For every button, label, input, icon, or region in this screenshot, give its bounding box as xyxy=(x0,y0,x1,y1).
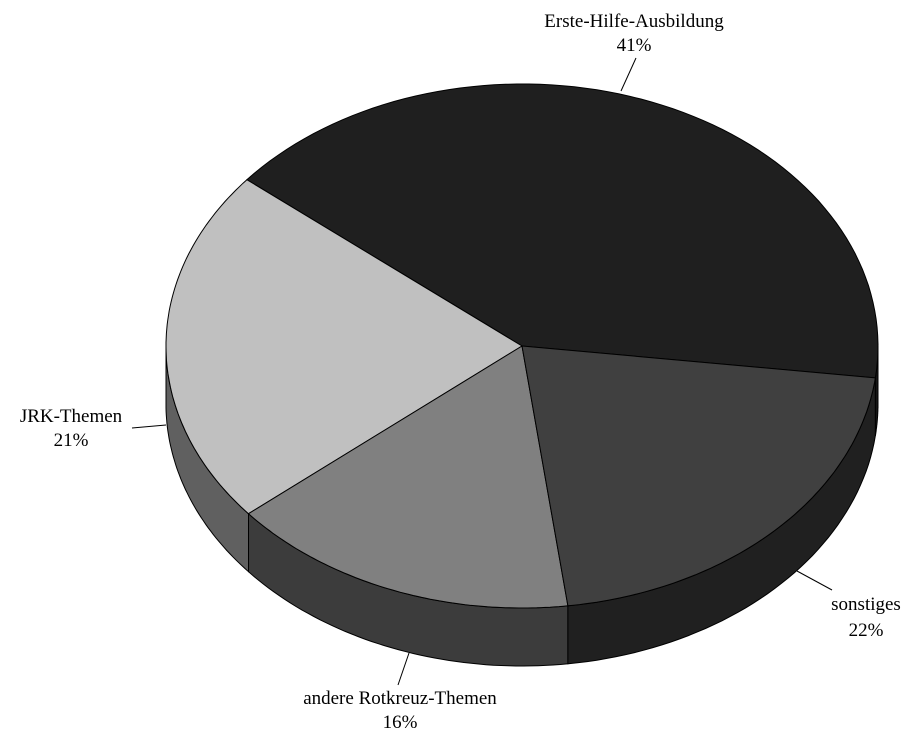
label-andere-rotkreuz-value: 16% xyxy=(383,712,418,733)
pie-slices xyxy=(165,83,879,609)
leader-lines xyxy=(131,57,833,686)
label-jrk-themen-value: 21% xyxy=(54,430,89,451)
label-sonstiges-value: 22% xyxy=(849,620,884,641)
label-jrk-themen-name: JRK-Themen xyxy=(20,406,123,427)
label-andere-rotkreuz-name: andere Rotkreuz-Themen xyxy=(303,688,497,709)
pie-slice-jrk-themen xyxy=(521,345,876,607)
pie-slice-erste-hilfe-ausbildung xyxy=(246,83,879,379)
label-sonstiges-name: sonstiges xyxy=(831,594,901,615)
pie-slice-andere-rotkreuz-themen xyxy=(247,345,569,609)
leader-jrk-themen xyxy=(131,424,167,429)
label-erste-hilfe-name: Erste-Hilfe-Ausbildung xyxy=(544,11,724,32)
label-erste-hilfe-value: 41% xyxy=(617,35,652,56)
leader-erste-hilfe xyxy=(620,57,637,92)
leader-sonstiges xyxy=(796,570,833,591)
pie-slice-sonstiges xyxy=(165,179,523,515)
leader-andere-rotkreuz xyxy=(397,652,410,686)
